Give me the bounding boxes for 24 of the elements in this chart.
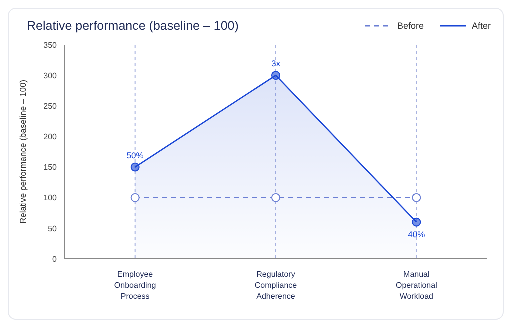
legend-label: Before: [397, 21, 424, 31]
y-tick-label: 50: [48, 224, 58, 234]
y-tick-label: 100: [44, 194, 58, 203]
y-tick-label: 150: [44, 163, 58, 172]
x-tick-label: Regulatory Compliance Adherence: [254, 270, 298, 301]
point: [130, 162, 140, 172]
y-tick-label: 300: [44, 71, 58, 80]
annotation: 50%: [126, 150, 144, 160]
point: [272, 193, 280, 202]
y-axis-title: Relative performance (baseline – 100): [18, 80, 28, 224]
annotation: 3x: [272, 58, 282, 69]
point: [272, 71, 280, 80]
y-tick-label: 350: [44, 40, 58, 50]
point: [130, 193, 140, 202]
y-tick-label: 250: [44, 102, 58, 111]
legend-label: After: [472, 21, 491, 31]
point: [412, 193, 422, 202]
x-tick-label: Manual Operational Workload: [396, 270, 438, 301]
x-tick-label: Employee Onboarding Process: [114, 270, 156, 301]
annotation: 40%: [408, 229, 426, 240]
y-tick-label: 0: [52, 254, 58, 264]
y-tick-label: 200: [44, 132, 58, 142]
point: [412, 218, 422, 227]
chart-title: Relative performance (baseline – 100): [27, 19, 239, 33]
